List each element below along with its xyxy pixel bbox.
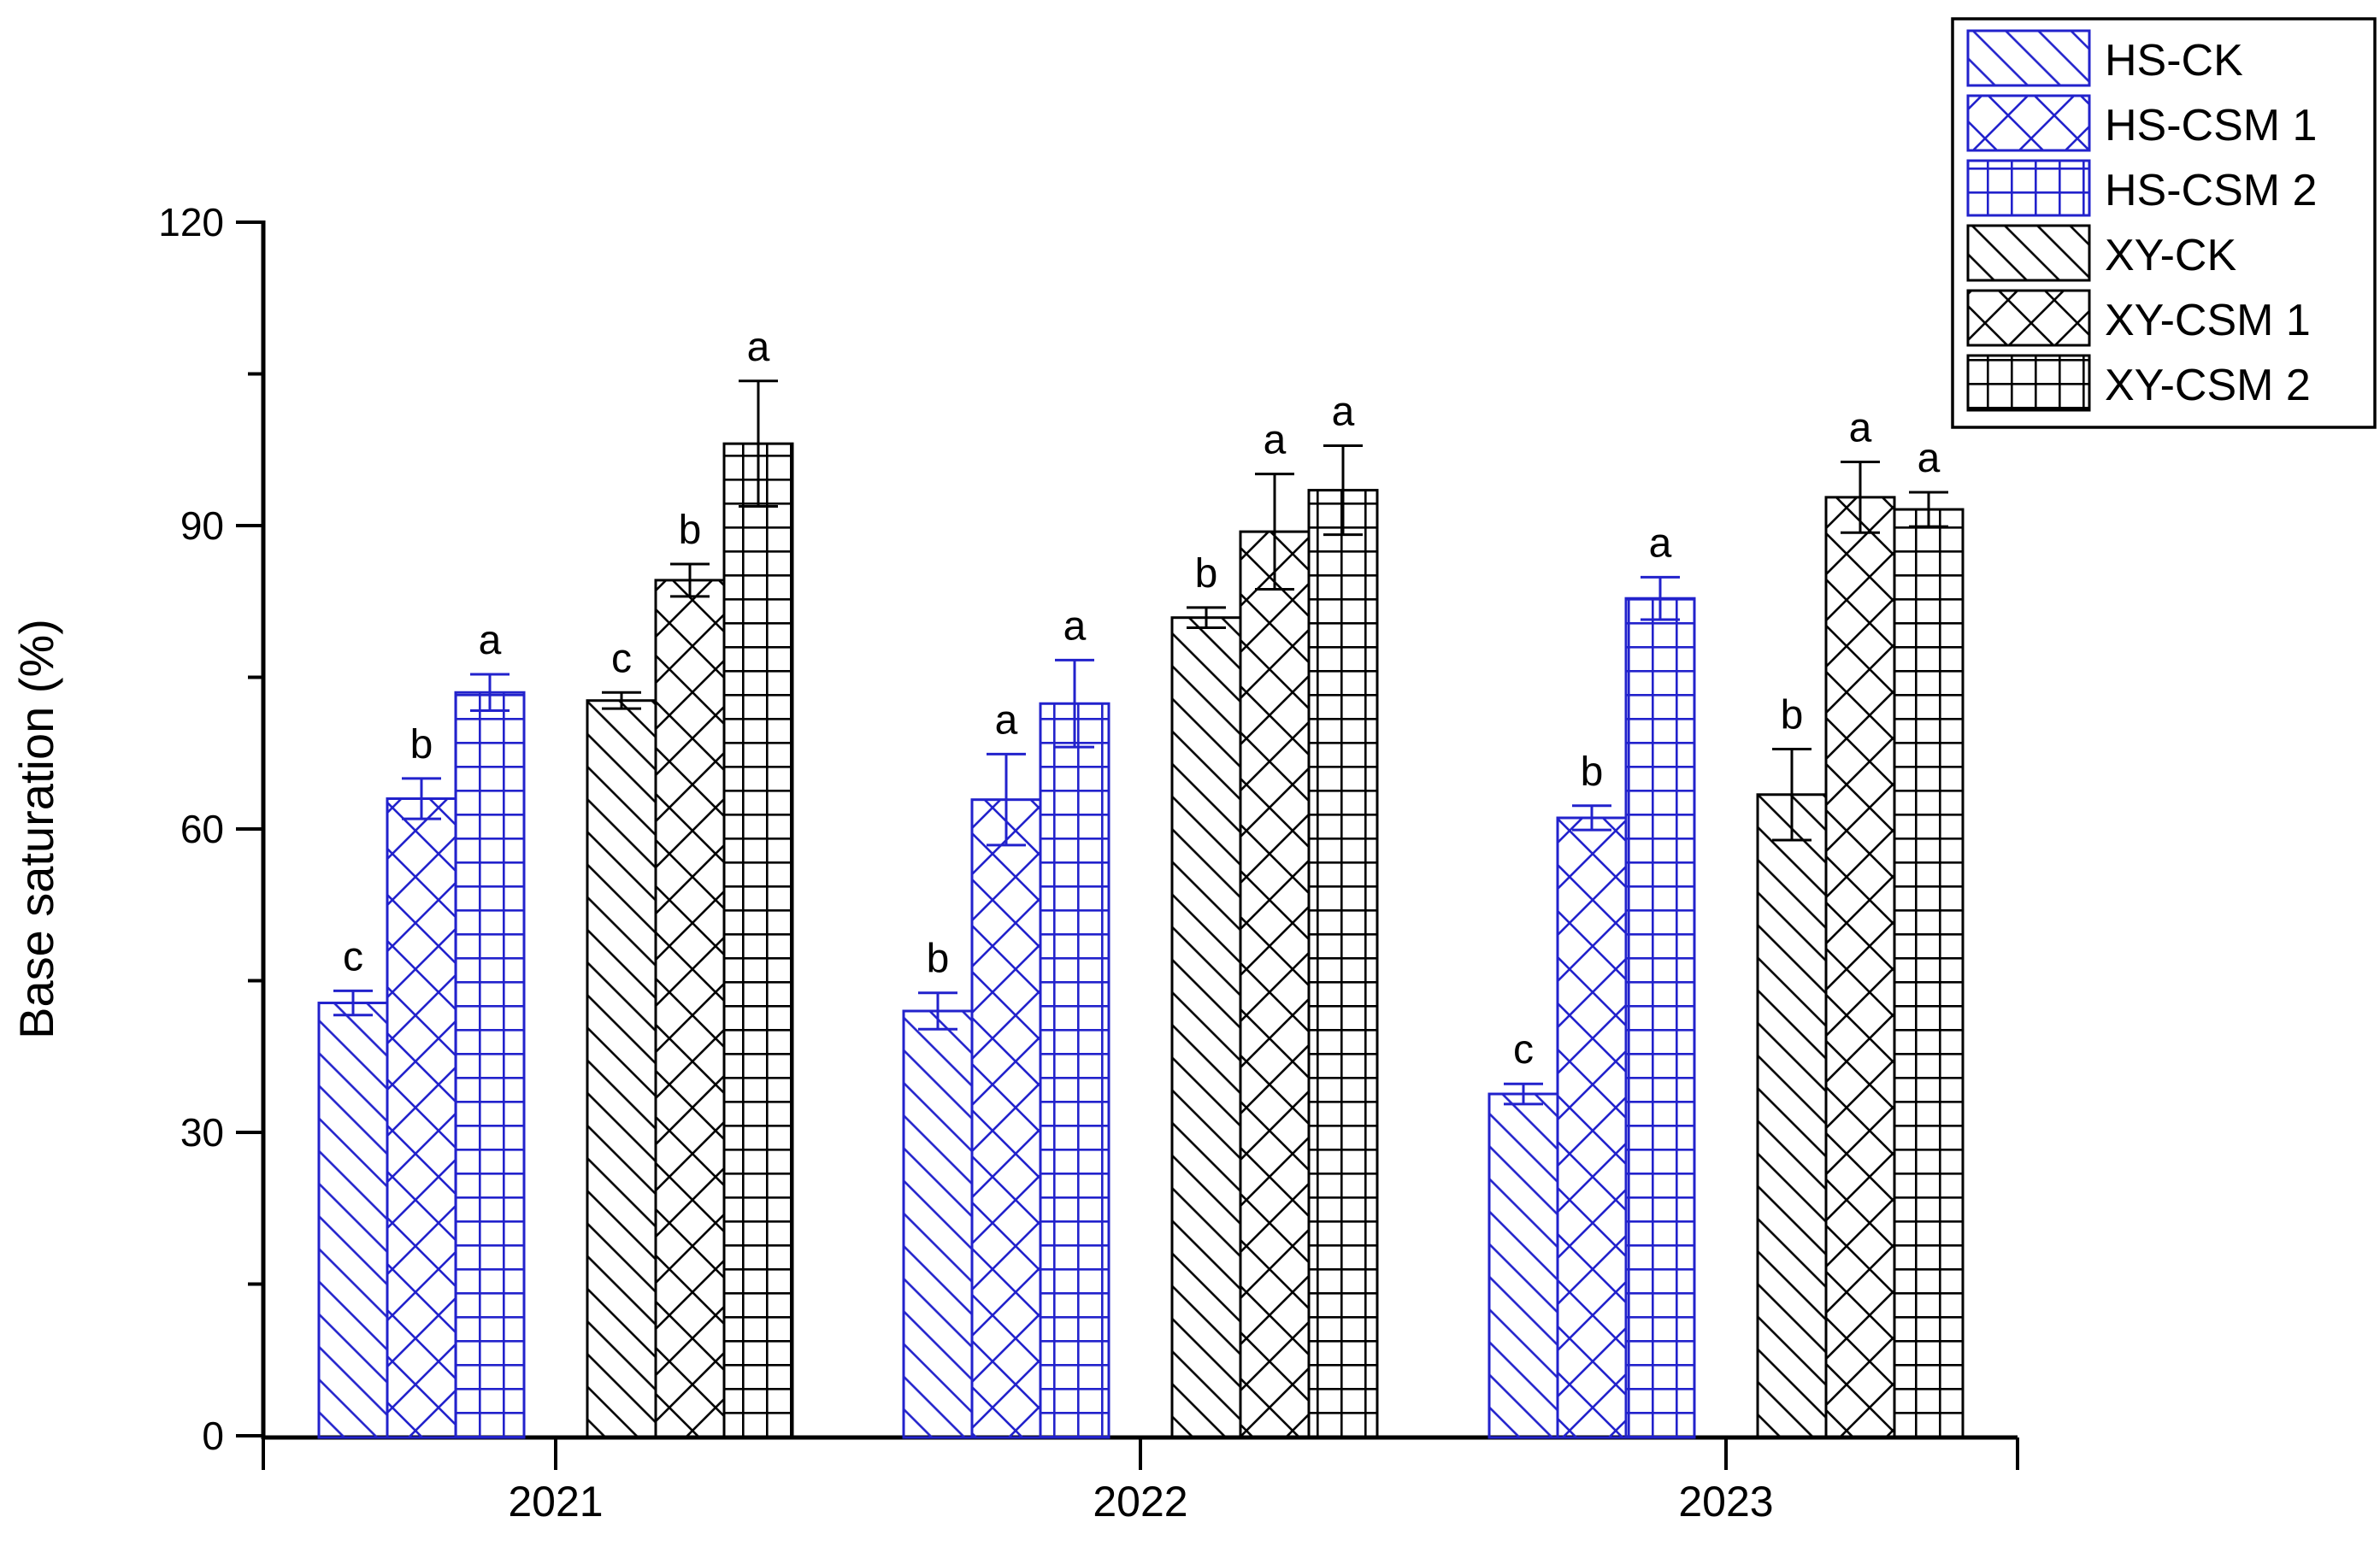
x-tick-label-2022: 2022 (1093, 1478, 1187, 1526)
sig-letter-2021-xy-csm-2: a (747, 325, 770, 370)
sig-letter-2023-xy-csm-2: a (1918, 436, 1941, 481)
error-bar-2023-xy-csm-1 (1841, 460, 1880, 534)
sig-letter-2023-hs-csm-2: a (1649, 520, 1672, 566)
bar-2022-xy-ck (1170, 616, 1242, 1439)
error-bar-2023-hs-ck (1504, 1082, 1543, 1106)
sig-letter-2023-xy-csm-1: a (1849, 405, 1872, 450)
sig-letter-2021-hs-csm-1: b (410, 722, 433, 767)
legend-label-hs-csm-1: HS-CSM 1 (2105, 101, 2317, 150)
bar-2023-xy-csm-2 (1893, 508, 1965, 1439)
legend-item-xy-csm-2: XY-CSM 2 (1966, 354, 2311, 412)
y-tick-label-120: 120 (158, 200, 224, 244)
error-bar-2023-hs-csm-2 (1641, 575, 1680, 621)
sig-letter-2022-xy-csm-2: a (1332, 390, 1355, 435)
legend-item-hs-ck: HS-CK (1966, 29, 2243, 87)
bar-2023-xy-ck (1756, 793, 1828, 1439)
y-tick-label-0: 0 (202, 1414, 224, 1458)
x-tick-label-2023: 2023 (1678, 1478, 1773, 1526)
error-bar-2021-hs-csm-1 (402, 777, 441, 820)
sig-letter-2021-xy-csm-1: b (679, 508, 702, 553)
legend-item-xy-csm-1: XY-CSM 1 (1966, 289, 2311, 347)
legend-swatch-xy-ck (1966, 224, 2091, 282)
error-bar-2022-xy-ck (1187, 606, 1226, 630)
legend-item-hs-csm-1: HS-CSM 1 (1966, 94, 2317, 152)
bar-2023-hs-csm-2 (1624, 597, 1696, 1439)
error-bar-2023-xy-csm-2 (1909, 491, 1948, 528)
y-tick-label-30: 30 (180, 1110, 224, 1155)
bar-2023-xy-csm-1 (1824, 496, 1896, 1439)
legend-swatch-hs-csm-2 (1966, 159, 2091, 217)
legend-item-xy-ck: XY-CK (1966, 224, 2236, 282)
bar-2022-hs-csm-1 (970, 798, 1042, 1439)
bar-2021-hs-ck (317, 1002, 389, 1439)
error-bar-2021-xy-ck (602, 691, 641, 710)
error-bar-2021-hs-ck (333, 989, 373, 1017)
error-bar-2021-xy-csm-1 (670, 562, 710, 598)
bar-2021-hs-csm-1 (386, 797, 457, 1439)
sig-letter-2022-hs-csm-1: a (995, 697, 1018, 743)
bar-2021-xy-csm-1 (654, 579, 726, 1439)
bar-2021-xy-ck (586, 699, 657, 1439)
y-tick-label-60: 60 (180, 807, 224, 851)
legend-swatch-xy-csm-1 (1966, 289, 2091, 347)
error-bar-2022-xy-csm-1 (1255, 473, 1294, 591)
bar-2023-hs-ck (1488, 1092, 1559, 1439)
sig-letter-2022-hs-csm-2: a (1063, 603, 1087, 649)
error-bar-2023-hs-csm-1 (1572, 804, 1611, 832)
sig-letter-2023-hs-ck: c (1513, 1027, 1534, 1073)
legend-swatch-xy-csm-2 (1966, 354, 2091, 412)
bar-2021-hs-csm-2 (454, 691, 526, 1439)
legend-item-hs-csm-2: HS-CSM 2 (1966, 159, 2317, 217)
error-bar-2022-hs-ck (918, 991, 957, 1031)
legend: HS-CK HS-CSM 1 HS-CSM 2 XY-CK XY-CSM 1 XY-CSM… (1951, 17, 2377, 429)
legend-swatch-hs-csm-1 (1966, 94, 2091, 152)
bar-2022-xy-csm-2 (1307, 489, 1379, 1439)
x-tick-label-2021: 2021 (508, 1478, 603, 1526)
bar-2021-xy-csm-2 (722, 442, 794, 1439)
sig-letter-2021-hs-ck: c (343, 934, 363, 979)
bar-2022-hs-csm-2 (1039, 702, 1110, 1439)
error-bar-2023-xy-ck (1772, 748, 1812, 842)
legend-label-xy-ck: XY-CK (2105, 231, 2236, 280)
bar-2022-xy-csm-1 (1239, 530, 1311, 1439)
error-bar-2022-hs-csm-1 (987, 752, 1026, 847)
sig-letter-2023-xy-ck: b (1781, 693, 1804, 738)
legend-label-hs-csm-2: HS-CSM 2 (2105, 166, 2317, 215)
sig-letter-2022-xy-ck: b (1195, 551, 1218, 597)
axes: 0 30 60 90 120 2021 2022 2023 Base saturation (%… (9, 200, 2019, 1526)
legend-label-xy-csm-1: XY-CSM 1 (2105, 296, 2311, 345)
sig-letter-2023-hs-csm-1: b (1581, 750, 1604, 795)
y-axis-title: Base saturation (%) (9, 619, 63, 1039)
legend-label-xy-csm-2: XY-CSM 2 (2105, 361, 2311, 410)
bar-2022-hs-ck (902, 1009, 974, 1439)
bar-2023-hs-csm-1 (1556, 816, 1628, 1439)
error-bar-2022-hs-csm-2 (1055, 658, 1094, 749)
error-bar-2021-xy-csm-2 (739, 379, 778, 509)
error-bar-2022-xy-csm-2 (1323, 444, 1363, 537)
legend-label-hs-ck: HS-CK (2105, 36, 2243, 85)
y-tick-label-90: 90 (180, 503, 224, 548)
error-bar-2021-hs-csm-2 (470, 673, 510, 713)
sig-letter-2021-xy-ck: c (611, 636, 632, 681)
sig-letter-2022-hs-ck: b (927, 937, 950, 982)
sig-letter-2021-hs-csm-2: a (479, 618, 502, 663)
sig-letter-2022-xy-csm-1: a (1264, 418, 1287, 463)
legend-swatch-hs-ck (1966, 29, 2091, 87)
